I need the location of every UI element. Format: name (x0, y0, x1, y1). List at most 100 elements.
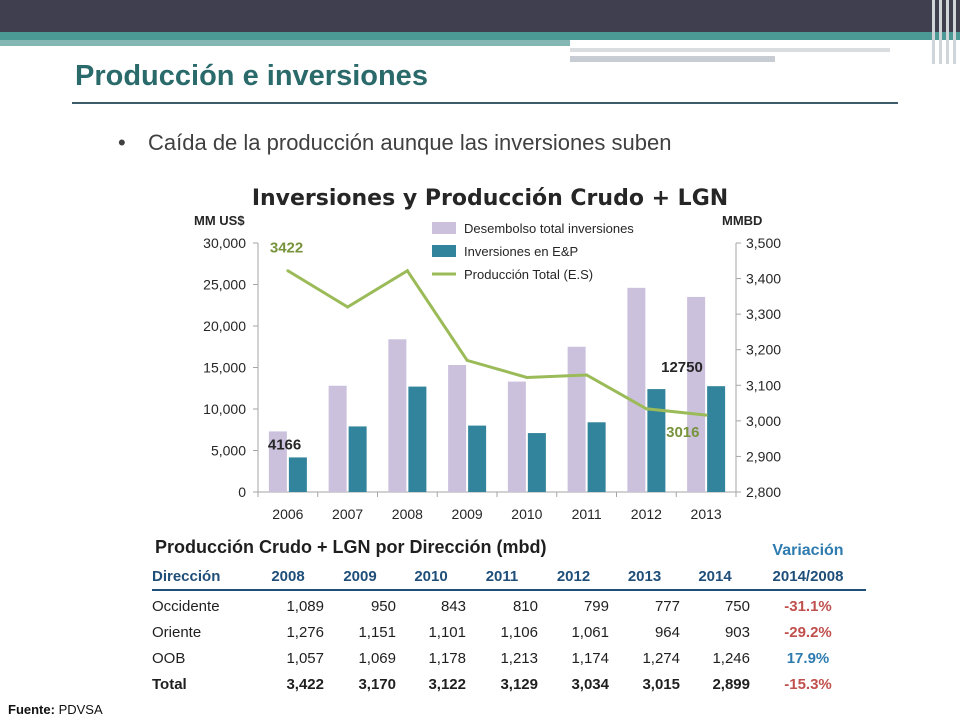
right-tick-label: 3,100 (746, 377, 781, 393)
table-row: Total 3,422 3,170 3,122 3,129 3,034 3,015 2,899… (152, 671, 866, 697)
bullet-icon: • (118, 130, 126, 155)
bar-ep-investment (348, 426, 367, 492)
table-header-row: Dirección 2008 2009 2010 2011 2012 2013 … (152, 563, 866, 591)
column-header: 2008 (252, 563, 324, 591)
bullet-text: Caída de la producción aunque las invers… (148, 130, 672, 155)
table-cell: 843 (440, 597, 466, 615)
table-cell: 903 (724, 623, 750, 641)
legend-label: Inversiones en E&P (464, 244, 578, 259)
bar-total-investment (328, 385, 347, 492)
table-cell: 3,034 (571, 675, 609, 693)
header-accent-band (0, 32, 960, 40)
production-line (287, 268, 707, 417)
bar-ep-investment (288, 457, 307, 492)
variation-cell: 17.9% (786, 649, 830, 667)
table-cell: 1,151 (358, 623, 396, 641)
data-label-production-2013: 3016 (666, 424, 699, 441)
table-cell: 1,274 (642, 649, 680, 667)
table-cell: 2,899 (712, 675, 750, 693)
source-note: Fuente: PDVSA (8, 702, 103, 717)
source-value: PDVSA (58, 702, 103, 717)
data-label-ep-2006: 4166 (268, 436, 301, 453)
production-table: Dirección 2008 2009 2010 2011 2012 2013 … (152, 563, 866, 697)
row-label: Oriente (152, 623, 202, 641)
table-cell: 1,178 (428, 649, 466, 667)
row-label: OOB (152, 649, 186, 667)
chart-title: Inversiones y Producción Crudo + LGN (252, 186, 728, 211)
left-tick-label: 30,000 (203, 235, 246, 251)
x-tick-label: 2011 (572, 506, 602, 522)
table-cell: 1,276 (286, 623, 324, 641)
x-tick-label: 2007 (332, 506, 363, 522)
header-decor-stripes (928, 0, 960, 64)
investment-production-chart: 0 5,000 10,000 15,000 20,000 25,000 30,000 2,80… (194, 186, 781, 522)
production-point (405, 269, 409, 273)
header-accent-band-light (0, 40, 570, 46)
bar-total-investment (567, 346, 586, 492)
production-point (346, 305, 350, 309)
table-cell: 3,015 (642, 675, 680, 693)
variation-cell: -31.1% (784, 597, 832, 615)
column-header: 2011 (466, 563, 538, 591)
right-axis-title: MMBD (722, 213, 762, 228)
column-header: Dirección (152, 563, 252, 591)
table-cell: 3,122 (428, 675, 466, 693)
left-tick-label: 5,000 (211, 443, 246, 459)
x-tick-label: 2009 (452, 506, 483, 522)
title-divider (72, 102, 898, 104)
x-tick-label: 2012 (631, 506, 662, 522)
left-tick-label: 15,000 (203, 360, 246, 376)
header-decor-line (570, 48, 890, 52)
column-header: 2013 (609, 563, 680, 591)
production-point (525, 375, 529, 379)
x-tick-label: 2010 (511, 506, 542, 522)
right-tick-label: 2,900 (746, 448, 781, 464)
left-axis-title: MM US$ (194, 213, 245, 228)
table-cell: 1,246 (712, 649, 750, 667)
left-tick-label: 25,000 (203, 277, 246, 293)
production-point (585, 373, 589, 377)
page-title: Producción e inversiones (75, 60, 428, 92)
table-cell: 1,106 (500, 623, 538, 641)
production-point (644, 407, 648, 411)
bar-ep-investment (408, 386, 427, 492)
variation-cell: -29.2% (784, 623, 832, 641)
right-tick-label: 3,300 (746, 306, 781, 322)
column-header: 2012 (538, 563, 609, 591)
table-cell: 1,174 (571, 649, 609, 667)
bar-total-investment (448, 365, 467, 492)
bar-ep-investment (468, 425, 487, 492)
bar-ep-investment (647, 389, 666, 492)
column-header: 2014 (680, 563, 750, 591)
table-cell: 3,170 (358, 675, 396, 693)
table-cell: 1,213 (500, 649, 538, 667)
source-label: Fuente: (8, 702, 55, 717)
column-header: 2009 (324, 563, 396, 591)
bar-ep-investment (707, 386, 726, 492)
table-cell: 1,061 (571, 623, 609, 641)
data-label-production-2006: 3422 (270, 240, 303, 257)
table-row: OOB 1,057 1,069 1,178 1,213 1,174 1,274 1,246 17… (152, 645, 866, 671)
legend-label: Producción Total (E.S) (464, 267, 593, 282)
table-cell: 1,057 (286, 649, 324, 667)
table-cell: 799 (583, 597, 609, 615)
table-cell: 1,069 (358, 649, 396, 667)
row-label: Occidente (152, 597, 220, 615)
right-tick-label: 3,200 (746, 342, 781, 358)
table-cell: 1,089 (286, 597, 324, 615)
left-tick-label: 0 (238, 484, 246, 500)
x-tick-label: 2006 (272, 506, 303, 522)
right-tick-label: 3,500 (746, 235, 781, 251)
x-tick-label: 2008 (392, 506, 423, 522)
production-point (465, 358, 469, 362)
left-tick-label: 20,000 (203, 318, 246, 334)
variation-header: Variación (772, 542, 844, 559)
table-title: Producción Crudo + LGN por Dirección (mb… (155, 537, 547, 557)
column-header: 2010 (396, 563, 466, 591)
bar-total-investment (268, 431, 287, 492)
bar-total-investment (687, 296, 706, 492)
header-decor-line-2 (570, 56, 775, 62)
legend-swatch-ep-investment (432, 245, 456, 257)
table-cell: 3,422 (286, 675, 324, 693)
left-tick-label: 10,000 (203, 401, 246, 417)
